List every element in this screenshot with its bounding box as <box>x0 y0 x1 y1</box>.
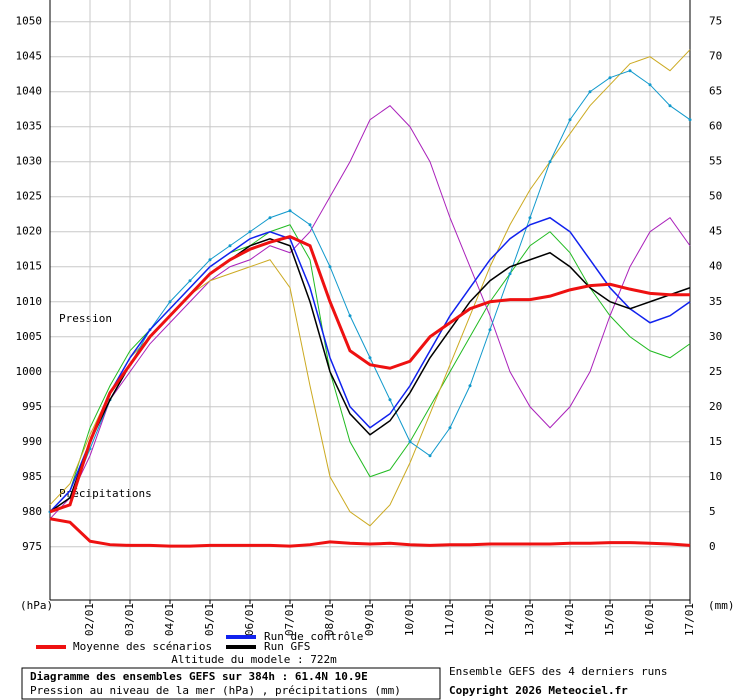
y-tick-label: 1015 <box>16 260 43 273</box>
point <box>688 118 692 122</box>
title-box <box>21 667 441 700</box>
x-tick-label: 02/01 <box>83 603 96 636</box>
legend-label: Run de contrôle <box>264 630 363 643</box>
y-tick-label: 1010 <box>16 295 43 308</box>
y2-tick-label: 15 <box>709 435 722 448</box>
point <box>468 384 472 388</box>
x-tick-label: 06/01 <box>243 603 256 636</box>
y2-tick-label: 35 <box>709 295 722 308</box>
point <box>448 426 452 430</box>
y-tick-label: 995 <box>22 400 42 413</box>
x-tick-label: 11/01 <box>443 603 456 636</box>
y2-tick-label: 10 <box>709 470 722 483</box>
point <box>428 454 432 458</box>
y-tick-label: 1005 <box>16 330 43 343</box>
point <box>288 209 292 213</box>
title: Diagramme des ensembles GEFS sur 384h : … <box>30 670 368 683</box>
y-tick-label: 985 <box>22 470 42 483</box>
point <box>508 272 512 276</box>
altitude: Altitude du modele : 722m <box>171 653 337 666</box>
point <box>528 216 532 220</box>
y-tick-label: 1035 <box>16 120 43 133</box>
y2-tick-label: 0 <box>709 540 716 553</box>
y-tick-label: 1000 <box>16 365 43 378</box>
point <box>168 300 172 304</box>
point <box>568 118 572 122</box>
y2-tick-label: 30 <box>709 330 722 343</box>
x-tick-label: 10/01 <box>403 603 416 636</box>
y-tick-label: 1050 <box>16 15 43 28</box>
y-tick-label: 1030 <box>16 155 43 168</box>
series-line <box>49 235 690 514</box>
precip-label: Précipitations <box>59 487 152 500</box>
y2-axis-unit: (mm) <box>708 599 735 612</box>
x-tick-label: 13/01 <box>523 603 536 636</box>
point <box>208 258 212 262</box>
y2-tick-label: 40 <box>709 260 722 273</box>
point <box>488 328 492 332</box>
y2-tick-label: 70 <box>709 50 722 63</box>
y-tick-label: 975 <box>22 540 42 553</box>
y2-tick-label: 75 <box>709 15 722 28</box>
point <box>608 76 612 80</box>
y2-tick-label: 20 <box>709 400 722 413</box>
legend-label: Run GFS <box>264 640 310 653</box>
y2-tick-label: 25 <box>709 365 722 378</box>
y-tick-label: 1025 <box>16 190 43 203</box>
x-tick-label: 16/01 <box>643 603 656 636</box>
point <box>348 314 352 318</box>
y2-tick-label: 55 <box>709 155 722 168</box>
pressure-label: Pression <box>59 312 112 325</box>
x-tick-label: 07/01 <box>283 603 296 636</box>
x-tick-label: 15/01 <box>603 603 616 636</box>
subtitle: Pression au niveau de la mer (hPa) , pré… <box>30 684 401 697</box>
point <box>308 223 312 227</box>
series-line <box>49 216 691 513</box>
y2-tick-label: 65 <box>709 85 722 98</box>
point <box>588 90 592 94</box>
x-tick-label: 08/01 <box>323 603 336 636</box>
precip-line <box>49 517 691 548</box>
point <box>548 160 552 164</box>
x-tick-label: 12/01 <box>483 603 496 636</box>
point <box>628 69 632 73</box>
y-tick-label: 1045 <box>16 50 43 63</box>
point <box>648 83 652 87</box>
point <box>668 104 672 108</box>
x-tick-label: 03/01 <box>123 603 136 636</box>
y2-tick-label: 5 <box>709 505 716 518</box>
y-tick-label: 1040 <box>16 85 43 98</box>
y-tick-label: 1020 <box>16 225 43 238</box>
y2-tick-label: 60 <box>709 120 722 133</box>
point <box>408 440 412 444</box>
point <box>268 216 272 220</box>
y-tick-label: 990 <box>22 435 42 448</box>
point <box>388 398 392 402</box>
y-axis-unit: (hPa) <box>20 599 53 612</box>
member-line <box>49 105 691 520</box>
y2-tick-label: 45 <box>709 225 722 238</box>
x-tick-label: 09/01 <box>363 603 376 636</box>
x-tick-label: 17/01 <box>683 603 696 636</box>
point <box>248 230 252 234</box>
x-tick-label: 05/01 <box>203 603 216 636</box>
x-tick-label: 14/01 <box>563 603 576 636</box>
legend-label: Moyenne des scénarios <box>73 640 212 653</box>
x-tick-label: 04/01 <box>163 603 176 636</box>
point <box>368 356 372 360</box>
y-tick-label: 980 <box>22 505 42 518</box>
point <box>328 265 332 269</box>
y2-tick-label: 50 <box>709 190 722 203</box>
point <box>188 279 192 283</box>
point <box>228 244 232 248</box>
source-note: Ensemble GEFS des 4 derniers runs <box>449 665 668 678</box>
copyright: Copyright 2026 Meteociel.fr <box>449 684 628 697</box>
